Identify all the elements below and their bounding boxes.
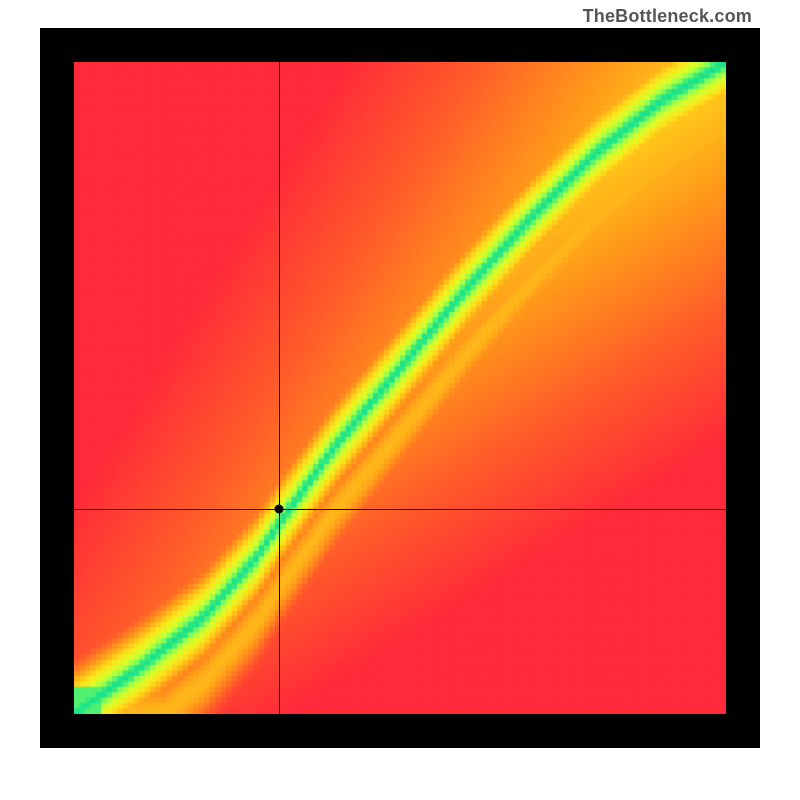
heatmap-canvas (74, 62, 726, 714)
chart-container: TheBottleneck.com (0, 0, 800, 800)
crosshair-marker (275, 504, 284, 513)
heatmap-plot (74, 62, 726, 714)
plot-frame (40, 28, 760, 748)
credit-text: TheBottleneck.com (583, 6, 752, 27)
crosshair-vertical (279, 62, 280, 714)
crosshair-horizontal (74, 509, 726, 510)
